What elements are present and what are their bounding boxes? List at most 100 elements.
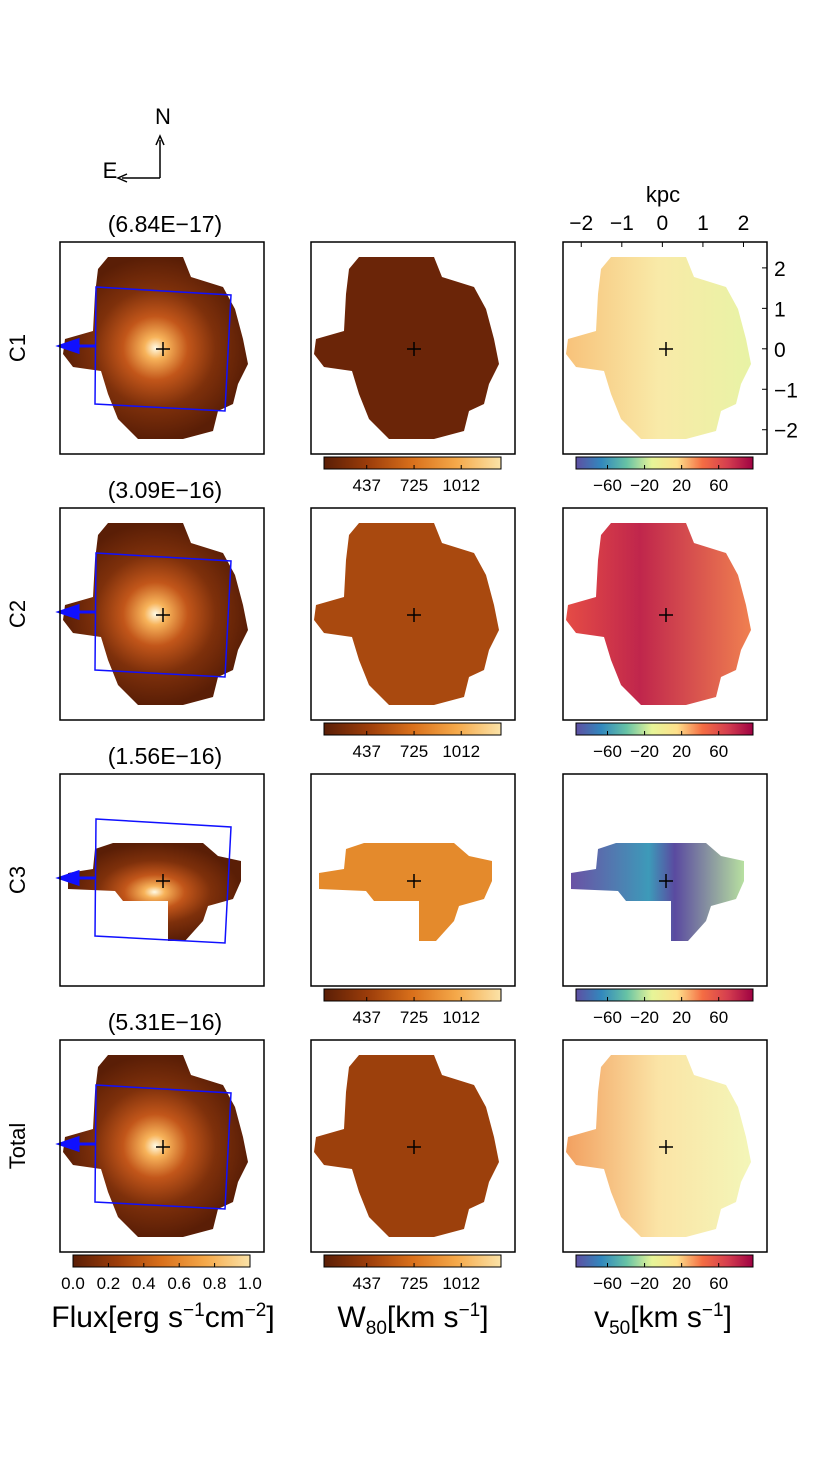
colorbar-tick-label: −60 xyxy=(593,476,622,495)
label-part: ] xyxy=(480,1301,488,1334)
colorbar-tick-label: 1012 xyxy=(442,1008,480,1027)
label-part: [km s xyxy=(630,1301,702,1334)
map-region xyxy=(566,1055,751,1237)
row-label: C1 xyxy=(5,334,30,362)
arrow-head xyxy=(116,173,128,183)
colorbar-tick-label: 0.6 xyxy=(167,1274,191,1293)
colorbar-tick-label: 0.8 xyxy=(203,1274,227,1293)
label-part: −2 xyxy=(245,1300,267,1321)
aperture xyxy=(94,818,232,944)
y-tick-label: 0 xyxy=(774,339,786,362)
panel-frame xyxy=(310,241,516,455)
flux-header: (1.56E−16) xyxy=(108,743,222,769)
panel-frame xyxy=(562,241,768,455)
label-part: −1 xyxy=(702,1300,724,1321)
colorbar-label: v50​[km s−1​] xyxy=(594,1300,732,1339)
panel-frame xyxy=(59,1039,265,1253)
panel-frame xyxy=(310,773,516,987)
direction-arrow xyxy=(55,1135,96,1153)
panel-frame xyxy=(59,507,265,721)
map-region xyxy=(566,523,751,705)
colorbar xyxy=(575,456,754,470)
colorbar-tick-label: 20 xyxy=(672,476,691,495)
label-part: 80 xyxy=(366,1318,387,1339)
colorbar xyxy=(575,722,754,736)
y-tick-label: 2 xyxy=(774,258,786,281)
label-part: −1 xyxy=(183,1300,205,1321)
colorbar-tick-label: −60 xyxy=(593,742,622,761)
colorbar-tick-label: 437 xyxy=(353,1274,381,1293)
kpc-label: kpc xyxy=(646,182,680,207)
y-tick-label: 1 xyxy=(774,298,786,321)
colorbar-tick-label: 60 xyxy=(709,1274,728,1293)
map-region xyxy=(63,523,248,705)
direction-arrow xyxy=(55,869,96,887)
map-region xyxy=(566,257,751,439)
direction-arrow xyxy=(55,337,96,355)
colorbar-tick-label: 437 xyxy=(353,476,381,495)
colorbar xyxy=(72,1254,251,1268)
colorbar-tick-label: 0.4 xyxy=(132,1274,156,1293)
aperture xyxy=(94,1084,232,1210)
map-region xyxy=(63,1055,248,1237)
colorbar-tick-label: 20 xyxy=(672,1008,691,1027)
colorbar-tick-label: 437 xyxy=(353,742,381,761)
label-part: −1 xyxy=(459,1300,481,1321)
center-cross xyxy=(659,874,673,888)
colorbar-tick-label: −20 xyxy=(630,1274,659,1293)
flux-header: (6.84E−17) xyxy=(108,211,222,237)
label-part: W xyxy=(337,1301,366,1334)
map-region xyxy=(68,843,241,941)
colorbar-tick-label: −20 xyxy=(630,1008,659,1027)
row-label: C3 xyxy=(5,866,30,894)
colorbar-tick-label: 1.0 xyxy=(238,1274,262,1293)
map-region xyxy=(314,1055,499,1237)
panel-frame xyxy=(562,773,768,987)
panel-frame xyxy=(562,1039,768,1253)
label-part: Flux[erg s xyxy=(51,1301,183,1334)
colorbar-tick-label: 725 xyxy=(400,476,428,495)
flux-header: (5.31E−16) xyxy=(108,1009,222,1035)
colorbar-tick-label: 60 xyxy=(709,1008,728,1027)
colorbar-tick-label: 725 xyxy=(400,1274,428,1293)
center-cross xyxy=(407,342,421,356)
direction-arrow xyxy=(55,603,96,621)
colorbar xyxy=(323,988,502,1002)
colorbar-tick-label: 1012 xyxy=(442,476,480,495)
center-cross xyxy=(659,608,673,622)
map-region xyxy=(314,257,499,439)
colorbar xyxy=(575,1254,754,1268)
colorbar-tick-label: 20 xyxy=(672,1274,691,1293)
panel-frame xyxy=(59,241,265,455)
colorbar-tick-label: 60 xyxy=(709,742,728,761)
colorbar-tick-label: 725 xyxy=(400,742,428,761)
x-tick-label: −2 xyxy=(569,212,593,235)
y-tick-label: −1 xyxy=(774,379,798,402)
label-part: v xyxy=(594,1301,609,1334)
label-part: ] xyxy=(724,1301,732,1334)
colorbar-tick-label: 0.0 xyxy=(61,1274,85,1293)
x-tick-label: 0 xyxy=(657,212,669,235)
center-cross xyxy=(659,1140,673,1154)
x-tick-label: −1 xyxy=(610,212,634,235)
center-cross xyxy=(156,342,170,356)
x-tick-label: 2 xyxy=(738,212,750,235)
map-region xyxy=(314,523,499,705)
colorbar-label: W80​[km s−1​] xyxy=(337,1300,488,1339)
east-label: E xyxy=(103,158,118,183)
colorbar-tick-label: −60 xyxy=(593,1274,622,1293)
colorbar-tick-label: 20 xyxy=(672,742,691,761)
aperture xyxy=(94,286,232,412)
label-part: 50 xyxy=(609,1318,630,1339)
colorbar-tick-label: 725 xyxy=(400,1008,428,1027)
panel-frame xyxy=(310,1039,516,1253)
panel-frame xyxy=(562,507,768,721)
center-cross xyxy=(156,874,170,888)
panel-frame xyxy=(59,773,265,987)
colorbar-tick-label: 60 xyxy=(709,476,728,495)
map-region xyxy=(319,843,492,941)
x-tick-label: 1 xyxy=(697,212,709,235)
center-cross xyxy=(659,342,673,356)
colorbar-tick-label: 1012 xyxy=(442,1274,480,1293)
